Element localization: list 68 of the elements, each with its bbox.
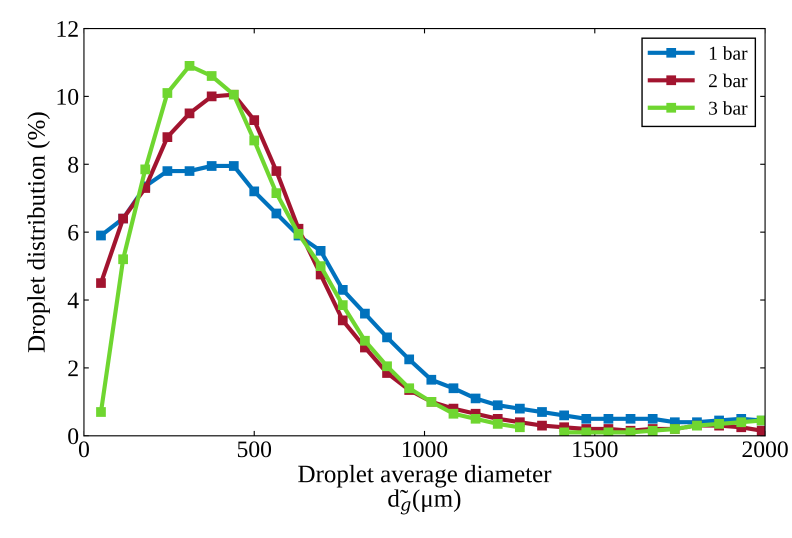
x-tick-label: 1000 xyxy=(402,441,448,458)
point xyxy=(249,136,260,146)
point xyxy=(559,428,570,436)
x-tick-label: 0 xyxy=(78,441,89,458)
point xyxy=(316,261,326,271)
point xyxy=(162,132,172,142)
point xyxy=(515,422,525,432)
y-tick-label: 2 xyxy=(68,360,78,376)
y-tick-label: 8 xyxy=(68,156,78,173)
point xyxy=(272,166,282,176)
y-tick-label: 12 xyxy=(58,21,78,37)
x-tick-label: 500 xyxy=(238,441,272,458)
y-tick-label: 10 xyxy=(58,88,78,105)
legend-label: 2 bar xyxy=(709,74,748,88)
point xyxy=(382,332,392,342)
point xyxy=(470,414,480,424)
point xyxy=(206,92,217,102)
point xyxy=(184,108,194,118)
point xyxy=(448,408,458,419)
point xyxy=(360,336,370,346)
point xyxy=(736,417,746,428)
x-axis-title: Droplet average diameter d̃$_{g}$(μm) xyxy=(298,464,552,514)
legend-label: 1 bar xyxy=(710,46,748,60)
point xyxy=(559,410,570,420)
point xyxy=(604,414,614,424)
point xyxy=(360,308,370,318)
point xyxy=(382,361,392,372)
point xyxy=(537,420,547,430)
point xyxy=(492,400,503,410)
point xyxy=(338,316,348,326)
point xyxy=(206,71,217,81)
point xyxy=(228,161,239,171)
point xyxy=(249,186,260,196)
y-tick-label: 0 xyxy=(68,428,78,444)
y-tick-label: 6 xyxy=(68,224,78,241)
legend-label: 3 bar xyxy=(709,101,748,115)
point xyxy=(537,407,547,417)
point xyxy=(249,115,260,126)
point xyxy=(96,230,106,240)
point xyxy=(448,383,458,394)
point xyxy=(581,428,592,436)
y-tick-label: 4 xyxy=(68,292,79,308)
point xyxy=(426,374,436,385)
y-axis-title: Droplet distribution (%) xyxy=(27,112,50,352)
point xyxy=(316,246,326,256)
point xyxy=(162,88,172,98)
point xyxy=(515,404,525,414)
point xyxy=(96,407,106,417)
point xyxy=(492,419,503,429)
point xyxy=(272,208,282,218)
point xyxy=(118,254,128,264)
x-tick-label: 2000 xyxy=(742,441,788,458)
point xyxy=(162,166,172,176)
point xyxy=(96,278,106,288)
point xyxy=(470,394,480,404)
point xyxy=(404,354,414,364)
point xyxy=(648,414,658,424)
point xyxy=(338,284,348,295)
point xyxy=(140,164,150,174)
x-tick-label: 1500 xyxy=(573,441,618,458)
point xyxy=(626,414,636,424)
point xyxy=(581,414,592,424)
point xyxy=(272,188,282,198)
point xyxy=(338,300,348,310)
point xyxy=(604,428,614,436)
point xyxy=(206,161,217,171)
point xyxy=(184,60,194,71)
point xyxy=(184,166,194,176)
